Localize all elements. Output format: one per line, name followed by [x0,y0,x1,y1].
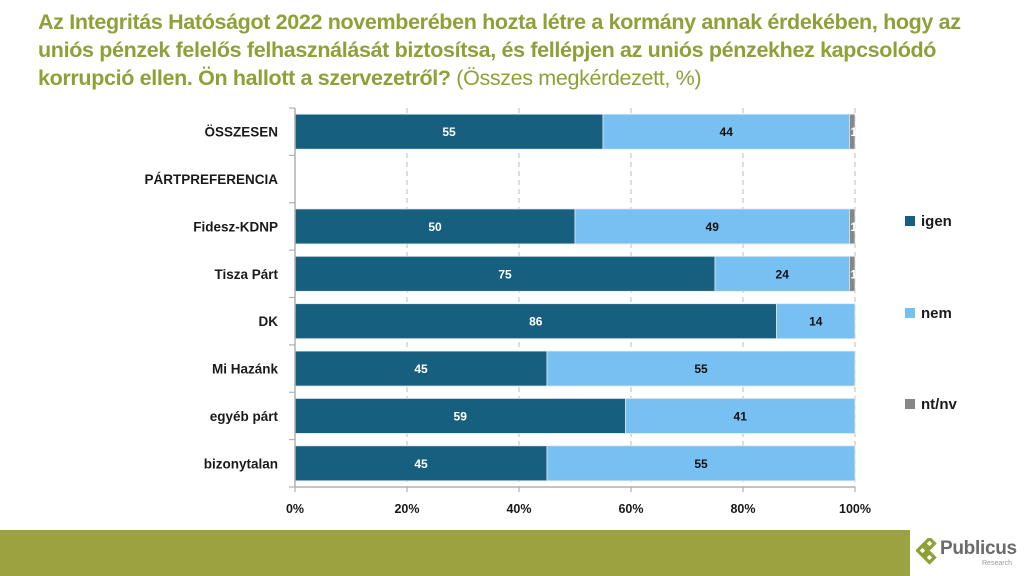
bar-nem [714,255,850,292]
bar-nem [602,113,850,150]
x-tick-labels: 0% 20% 40% 60% 80% 100% [286,502,871,516]
category-label: egyéb párt [210,409,279,424]
bar-nem [574,208,850,245]
data-label: 55 [694,362,708,376]
bar-ntnv [849,113,856,150]
legend-swatch-nem [905,308,915,318]
category-label: Fidesz-KDNP [193,219,278,234]
data-label: 49 [706,220,720,234]
data-label: 50 [428,220,442,234]
category-label: bizonytalan [204,456,278,471]
legend-label: nem [921,305,952,322]
bars: 55 44 1 50 49 1 75 24 1 86 14 45 55 59 41 45 55 [294,113,857,482]
data-label: 24 [776,267,790,281]
chart-title-main: Az Integritás Hatóságot 2022 novemberébe… [38,10,961,90]
x-tick-label: 100% [839,502,871,516]
data-label: 14 [809,315,823,329]
data-label: 1 [850,267,857,281]
bar-igen [294,303,778,340]
legend-label: igen [921,213,952,230]
bar-ntnv [849,208,856,245]
axes [289,107,856,492]
data-label: 75 [498,267,512,281]
x-tick-label: 20% [394,502,419,516]
data-label: 86 [529,315,543,329]
category-labels: ÖSSZESEN PÁRTPREFERENCIA Fidesz-KDNP Tisza … [144,125,278,472]
chart-subtitle: (Összes megkérdezett, %) [456,66,702,90]
data-label: 1 [850,125,857,139]
category-label: Tisza Párt [214,267,278,282]
publicus-logo-icon [916,538,937,565]
publicus-logo: Publicus Research [916,536,1022,572]
data-label: 55 [442,125,456,139]
publicus-logo-subtext: Research [982,560,1012,567]
category-label: DK [259,314,279,329]
bar-nem [776,303,856,340]
legend-swatch-igen [905,216,915,226]
category-label: ÖSSZESEN [204,125,278,140]
footer-bar [0,530,910,576]
x-tick-label: 40% [506,502,531,516]
legend-swatch-ntnv [905,399,915,409]
legend-label: nt/nv [921,396,957,413]
bar-ntnv [849,255,856,292]
publicus-logo-text: Publicus [940,538,1017,559]
data-label: 59 [454,409,468,423]
category-label: PÁRTPREFERENCIA [144,172,278,187]
x-tick-label: 60% [618,502,643,516]
x-tick-label: 0% [286,502,304,516]
category-label: Mi Hazánk [212,362,279,377]
stacked-bar-chart: 55 44 1 50 49 1 75 24 1 86 14 45 55 59 41 45 55 ÖSSZESEN… [144,107,957,516]
bar-nem [625,398,856,434]
data-label: 45 [414,362,428,376]
data-label: 41 [734,409,748,423]
chart-title: Az Integritás Hatóságot 2022 novemberébe… [38,8,998,92]
data-label: 44 [720,125,734,139]
legend: igen nem nt/nv [905,213,957,413]
bar-nem [546,350,856,387]
bar-nem [546,445,856,482]
data-label: 45 [414,457,428,471]
bar-igen [294,398,626,434]
x-tick-label: 80% [730,502,755,516]
data-label: 1 [850,220,857,234]
bar-igen [294,445,548,482]
data-label: 55 [694,457,708,471]
